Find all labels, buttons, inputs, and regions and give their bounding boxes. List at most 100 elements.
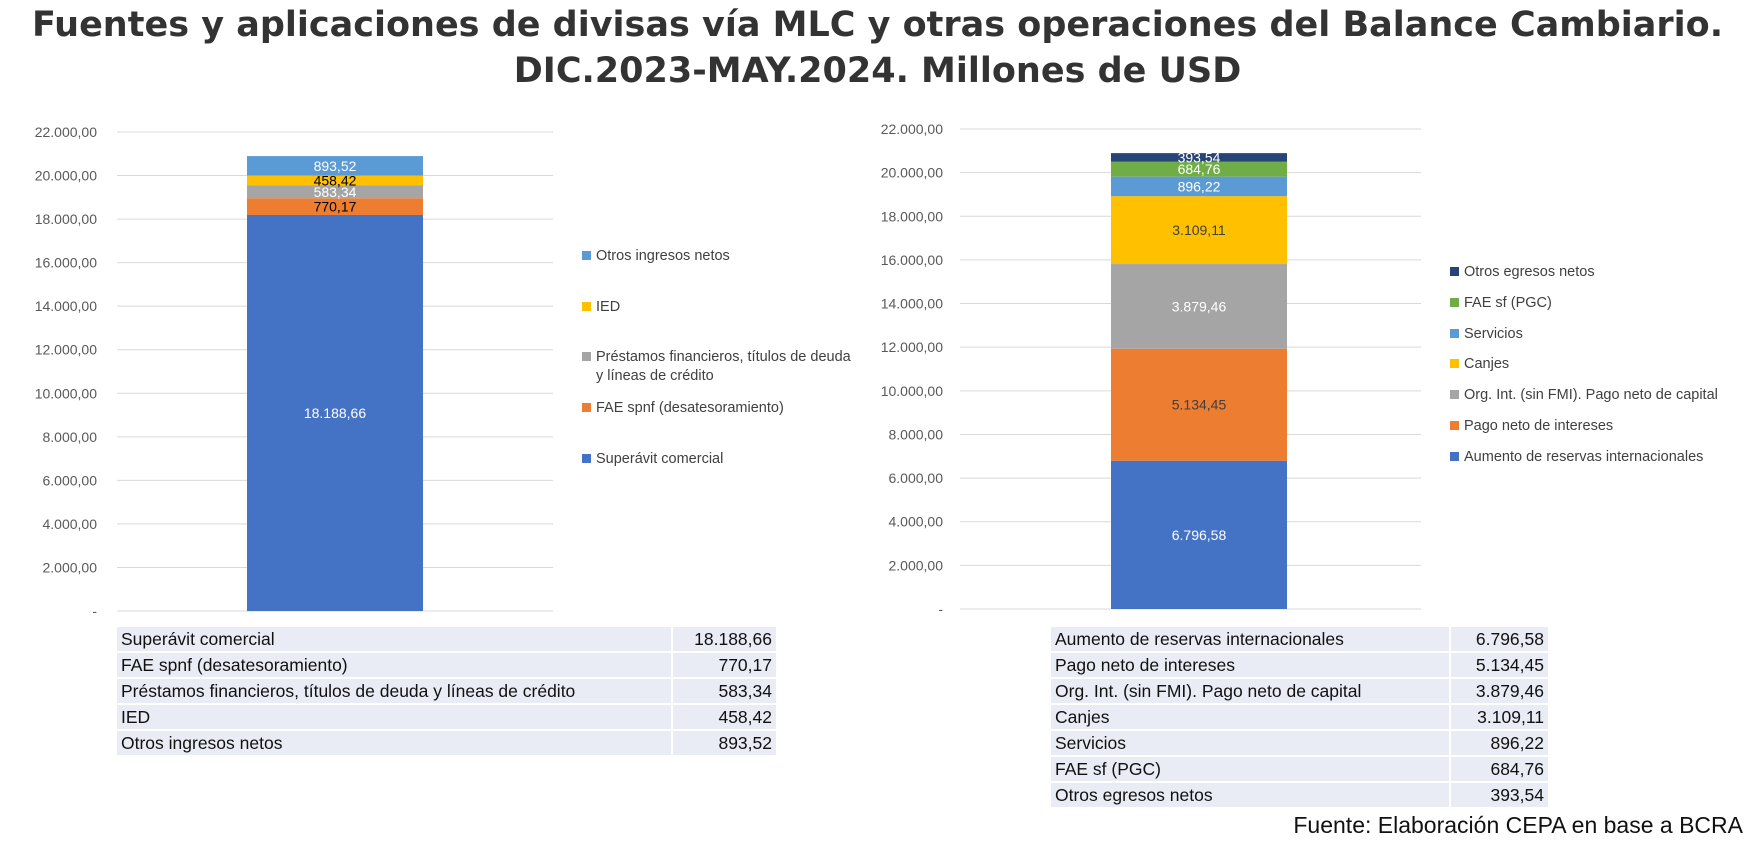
y-tick-label: 2.000,00 (43, 559, 98, 575)
legend-label: Superávit comercial (596, 451, 723, 467)
legend-swatch (1450, 452, 1459, 461)
y-tick-label: 4.000,00 (43, 516, 98, 532)
row-value: 6.796,58 (1449, 627, 1548, 653)
data-label: 3.109,11 (1172, 222, 1226, 238)
data-label: 6.796,58 (1172, 527, 1227, 543)
table-row: Superávit comercial 18.188,66 (117, 627, 776, 653)
y-tick-label: 2.000,00 (889, 557, 944, 573)
bar-segment (1111, 176, 1287, 197)
y-tick-label: 20.000,00 (881, 165, 943, 181)
row-value: 896,22 (1449, 730, 1548, 757)
table-row: Org. Int. (sin FMI). Pago neto de capita… (1051, 678, 1548, 705)
legend-swatch (582, 454, 591, 463)
row-value: 583,34 (670, 678, 776, 705)
bar-segment (1111, 161, 1287, 177)
legend-label: FAE sf (PGC) (1464, 295, 1552, 311)
row-value: 3.879,46 (1449, 678, 1548, 705)
y-tick-label: 14.000,00 (881, 296, 943, 312)
row-value: 458,42 (670, 704, 776, 731)
legend-swatch (582, 251, 591, 260)
bar-segment (247, 214, 423, 611)
source-note: Fuente: Elaboración CEPA en base a BCRA (1293, 812, 1743, 838)
data-label: 458,42 (314, 173, 357, 189)
y-tick-label: 16.000,00 (881, 252, 943, 268)
table-row: FAE spnf (desatesoramiento) 770,17 (117, 652, 776, 679)
legend-label: Canjes (1464, 356, 1509, 372)
table-row: Otros ingresos netos 893,52 (117, 730, 776, 757)
y-tick-label: - (92, 603, 97, 619)
y-tick-label: 4.000,00 (889, 514, 944, 530)
bar-segment (1111, 460, 1287, 609)
data-label: 393,54 (1178, 149, 1221, 165)
y-tick-label: 6.000,00 (43, 472, 98, 488)
bar-segment (247, 198, 423, 215)
y-tick-label: 16.000,00 (35, 255, 97, 271)
applications-table: Aumento de reservas internacionales 6.796… (1051, 627, 1548, 809)
legend-swatch (582, 302, 591, 311)
y-tick-label: 12.000,00 (35, 342, 97, 358)
y-tick-label: 18.000,00 (881, 208, 943, 224)
legend-label: Pago neto de intereses (1464, 418, 1613, 434)
y-tick-label: 12.000,00 (881, 339, 943, 355)
legend-label: Servicios (1464, 326, 1523, 342)
y-tick-label: 6.000,00 (889, 470, 944, 486)
data-label: 5.134,45 (1172, 397, 1227, 413)
legend-swatch (582, 403, 591, 412)
y-tick-label: - (938, 601, 943, 617)
row-value: 5.134,45 (1449, 652, 1548, 679)
row-label: Préstamos financieros, títulos de deuda … (117, 678, 672, 705)
bar-segment (247, 156, 423, 176)
legend-swatch (1450, 329, 1459, 338)
row-label: Org. Int. (sin FMI). Pago neto de capita… (1051, 678, 1451, 705)
legend-label: IED (596, 299, 620, 315)
y-tick-label: 8.000,00 (889, 426, 944, 442)
table-row: Aumento de reservas internacionales 6.796… (1051, 627, 1548, 653)
legend-swatch (1450, 421, 1459, 430)
legend-label: Préstamos financieros, títulos de deuda (596, 349, 852, 365)
data-label: 3.879,46 (1172, 298, 1227, 314)
row-label: FAE spnf (desatesoramiento) (117, 652, 672, 679)
row-label: Pago neto de intereses (1051, 652, 1451, 679)
legend-swatch (1450, 267, 1459, 276)
y-tick-label: 10.000,00 (35, 385, 97, 401)
data-label: 770,17 (314, 199, 357, 215)
legend-label: Aumento de reservas internacionales (1464, 449, 1703, 465)
y-tick-label: 22.000,00 (881, 121, 943, 137)
legend-swatch (1450, 359, 1459, 368)
title-line-2: DIC.2023-MAY.2024. Millones de USD (513, 51, 1242, 91)
row-value: 18.188,66 (670, 627, 776, 653)
legend-swatch (582, 352, 591, 361)
row-value: 3.109,11 (1449, 704, 1548, 731)
table-row: Pago neto de intereses 5.134,45 (1051, 652, 1548, 679)
bar-segment (1111, 264, 1287, 349)
y-tick-label: 14.000,00 (35, 298, 97, 314)
row-value: 770,17 (670, 652, 776, 679)
row-label: Servicios (1051, 730, 1451, 757)
legend-swatch (1450, 298, 1459, 307)
y-tick-label: 18.000,00 (35, 211, 97, 227)
row-value: 393,54 (1449, 782, 1548, 809)
row-label: Otros egresos netos (1051, 782, 1451, 809)
row-value: 684,76 (1449, 756, 1548, 783)
data-label: 893,52 (314, 158, 357, 174)
row-label: Aumento de reservas internacionales (1051, 627, 1451, 653)
bar-segment (1111, 348, 1287, 461)
legend-label: y líneas de crédito (596, 368, 714, 384)
bar-segment (1111, 153, 1287, 162)
legend-label: Otros ingresos netos (596, 248, 730, 264)
y-tick-label: 8.000,00 (43, 429, 98, 445)
legend-label: Org. Int. (sin FMI). Pago neto de capita… (1464, 387, 1718, 403)
bar-segment (247, 175, 423, 186)
row-label: Otros ingresos netos (117, 730, 672, 757)
table-row: Servicios 896,22 (1051, 730, 1548, 757)
table-row: Canjes 3.109,11 (1051, 704, 1548, 731)
title-line-1: Fuentes y aplicaciones de divisas vía ML… (31, 5, 1723, 45)
y-tick-label: 22.000,00 (35, 124, 97, 140)
data-label: 896,22 (1178, 178, 1221, 194)
sources-table: Superávit comercial 18.188,66 FAE spnf (de… (117, 627, 776, 757)
chart-title: Fuentes y aplicaciones de divisas vía ML… (0, 2, 1755, 94)
row-label: Canjes (1051, 704, 1451, 731)
y-tick-label: 10.000,00 (881, 383, 943, 399)
data-label: 684,76 (1178, 161, 1221, 177)
